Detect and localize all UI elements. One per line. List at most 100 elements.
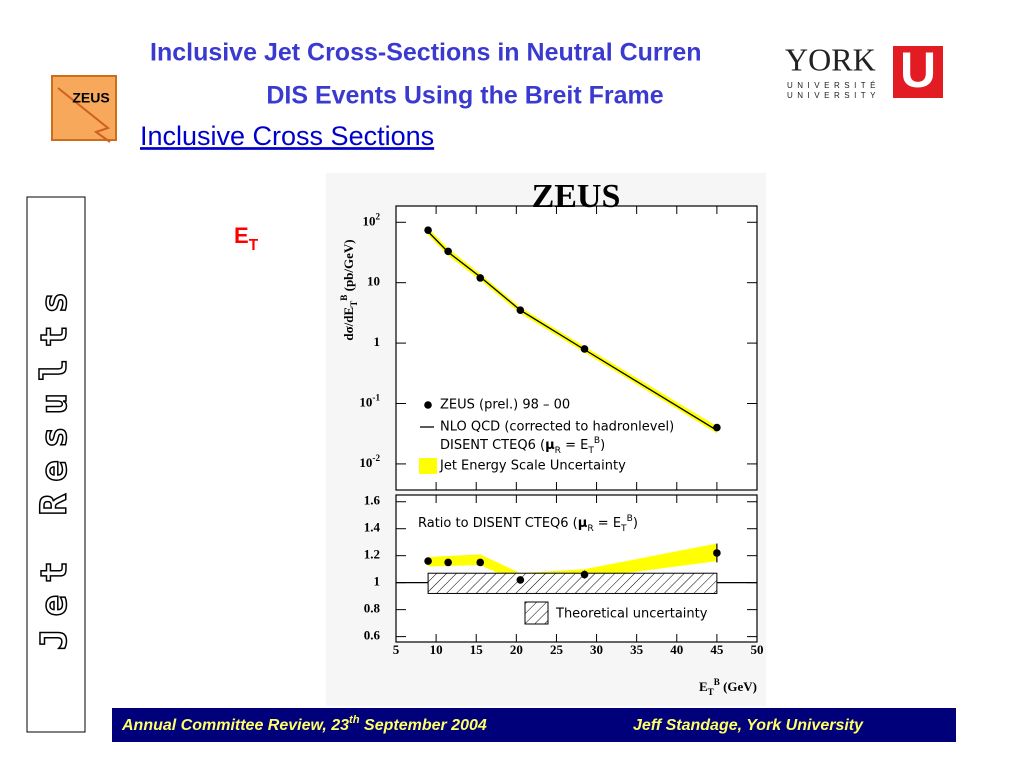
footer-left-part: Annual Committee Review, 23 [121, 717, 349, 734]
x-axis-label-part: (GeV) [720, 679, 757, 694]
y-tick-label: 1.4 [364, 520, 381, 535]
y-axis-label-part: T [349, 301, 359, 307]
legend-label: NLO QCD (corrected to hadronlevel) [440, 420, 674, 435]
y-tick-label-part: 2 [375, 211, 380, 221]
y-tick-label: 10 [367, 274, 380, 289]
y-axis-label-part: dσ/dE [341, 307, 356, 341]
legend-label-part: μ [545, 438, 555, 453]
y-tick-label-part: 10 [359, 455, 372, 470]
plot-frame [395, 494, 758, 643]
legend-marker [419, 458, 437, 474]
y-tick-label: 0.6 [364, 628, 381, 643]
legend-label-part: B [594, 436, 600, 446]
york-logo: YORK UNIVERSITÉ UNIVERSITY U [785, 41, 943, 100]
x-axis-label-part: E [699, 679, 708, 694]
x-axis-label: ETB (GeV) [699, 677, 757, 697]
y-tick-label-part: 1 [374, 574, 381, 589]
legend-marker [524, 601, 549, 625]
x-tick-label: 45 [710, 642, 724, 657]
chart-title: ZEUS [532, 178, 621, 215]
data-point [424, 226, 432, 234]
legend-label: DISENT CTEQ6 (μR = ETB) [440, 436, 605, 456]
x-tick-label: 35 [630, 642, 644, 657]
panel-label: ET [234, 223, 259, 254]
theory-uncertainty [427, 572, 718, 594]
y-tick-label: 1.6 [364, 493, 381, 508]
subtitle: Inclusive Cross Sections [140, 121, 434, 151]
y-tick-label: 0.8 [364, 601, 381, 616]
legend-label-part: DISENT CTEQ6 ( [440, 438, 545, 453]
zeus-logo-text: ZEUS [72, 90, 109, 106]
legend-label-part: = E [561, 438, 588, 453]
side-box [26, 196, 86, 733]
york-text: UNIVERSITÉ [787, 81, 880, 90]
legend-label-part: R [555, 446, 562, 456]
data-point [580, 570, 589, 579]
y-tick-label-part: 10 [362, 213, 375, 228]
x-tick-label: 25 [550, 642, 564, 657]
x-tick-label: 50 [751, 642, 764, 657]
data-point [424, 557, 432, 565]
y-tick-label-part: -1 [372, 393, 380, 403]
legend-label-part: T [587, 446, 594, 456]
legend-label: Theoretical uncertainty [555, 607, 708, 622]
data-point [444, 247, 452, 256]
x-tick-label: 10 [430, 642, 443, 657]
footer-right: Jeff Standage, York University [633, 717, 864, 734]
y-tick-label-part: 0.6 [364, 628, 381, 643]
y-axis-label: dσ/dETB (pb/GeV) [339, 239, 359, 340]
x-tick-label: 15 [470, 642, 484, 657]
x-tick-label: 20 [510, 642, 523, 657]
title-line: Inclusive Jet Cross-Sections in Neutral … [150, 39, 702, 67]
data-point [713, 423, 721, 432]
y-tick-label-part: 10 [359, 394, 372, 409]
footer-left-part: September 2004 [360, 717, 487, 734]
data-point [580, 345, 589, 353]
annotation-part: μ [578, 516, 588, 531]
zeus-logo: ZEUS [51, 75, 117, 143]
y-tick-label: 102 [362, 211, 380, 228]
x-axis-label-part: T [708, 687, 714, 697]
data-point [713, 549, 721, 557]
x-tick-label: 30 [590, 642, 603, 657]
y-axis-label-part: B [339, 295, 349, 301]
data-point [516, 306, 525, 315]
y-tick-label: 1 [374, 574, 381, 589]
data-point [476, 274, 485, 282]
annotation-part: R [587, 524, 594, 534]
legend-label-part: ) [600, 438, 605, 453]
y-tick-label-part: 1 [374, 334, 381, 349]
annotation-part: ) [633, 516, 638, 531]
y-tick-label-part: 1.6 [364, 493, 381, 508]
plot-frame [395, 205, 758, 491]
annotation: Ratio to DISENT CTEQ6 (μR = ETB) [418, 514, 638, 534]
theory-line [427, 231, 718, 431]
legend-label: ZEUS (prel.) 98 – 00 [440, 398, 570, 413]
title-line: DIS Events Using the Breit Frame [266, 82, 663, 110]
x-tick-label: 5 [393, 642, 400, 657]
y-tick-label-part: 1.4 [364, 520, 381, 535]
data-point [444, 558, 452, 567]
legend-marker [424, 401, 432, 409]
side-label: Jet Results [34, 280, 75, 650]
panel-label-part: T [249, 237, 259, 254]
panel-label-part: E [234, 223, 249, 248]
annotation-part: T [620, 524, 627, 534]
data-point [516, 576, 525, 584]
y-tick-label-part: 0.8 [364, 601, 381, 616]
y-tick-label-part: 1.2 [364, 547, 380, 562]
y-tick-label: 10-1 [359, 393, 380, 410]
y-tick-label: 10-2 [359, 453, 380, 470]
york-text: YORK [785, 41, 876, 77]
y-tick-label: 1 [374, 334, 381, 349]
y-axis-label-part: (pb/GeV) [341, 239, 356, 294]
legend-label: Jet Energy Scale Uncertainty [439, 459, 626, 474]
y-tick-label: 1.2 [364, 547, 380, 562]
york-mark: U [900, 42, 936, 98]
x-axis-label-part: B [714, 677, 720, 687]
y-tick-label-part: 10 [367, 274, 380, 289]
x-tick-label: 40 [670, 642, 683, 657]
footer-bar [112, 708, 956, 742]
data-point [476, 558, 485, 567]
annotation-part: Ratio to DISENT CTEQ6 ( [418, 516, 578, 531]
